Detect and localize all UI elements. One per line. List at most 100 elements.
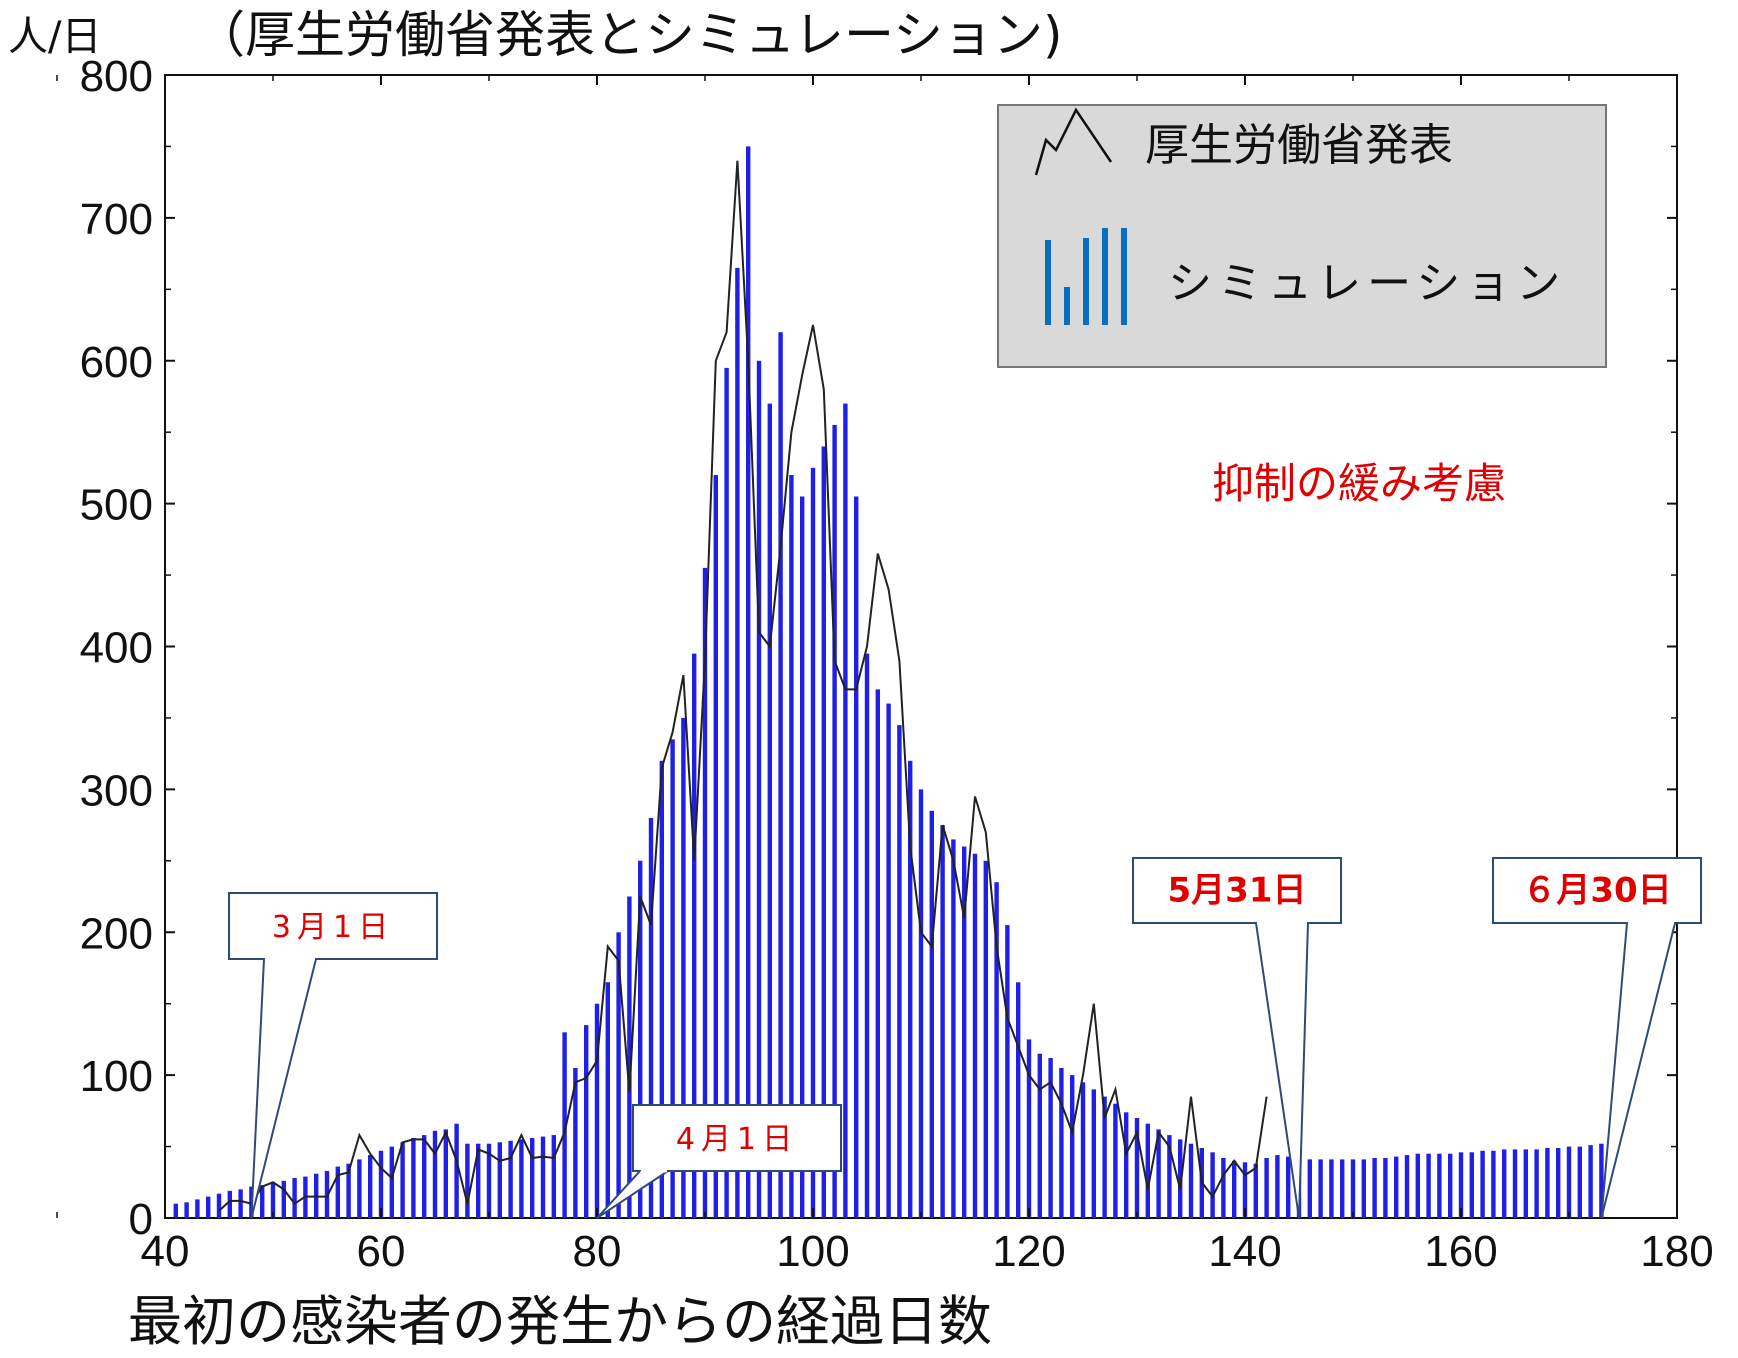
- bar: [184, 1202, 189, 1218]
- bar: [1253, 1163, 1258, 1218]
- bar: [789, 475, 794, 1218]
- bar: [1037, 1053, 1042, 1218]
- x-tick-label: 120: [992, 1227, 1065, 1276]
- bar: [1415, 1153, 1420, 1218]
- x-tick-label: 140: [1208, 1227, 1281, 1276]
- date-callout: 3月1日: [228, 892, 438, 1219]
- bar: [735, 267, 740, 1218]
- bar: [1242, 1162, 1248, 1218]
- bar: [1383, 1158, 1388, 1218]
- bar: [1005, 925, 1010, 1218]
- legend-line-icon: [1034, 107, 1113, 176]
- bar: [810, 467, 816, 1218]
- bar: [238, 1189, 243, 1218]
- bar: [357, 1159, 362, 1218]
- bar: [638, 860, 643, 1218]
- bar: [627, 896, 632, 1218]
- bar: [497, 1142, 502, 1218]
- callout-label: 3月1日: [272, 910, 394, 945]
- bar: [1091, 1089, 1096, 1218]
- bar: [908, 760, 913, 1218]
- bar: [551, 1135, 556, 1218]
- bar: [281, 1180, 286, 1218]
- bar: [800, 496, 805, 1218]
- bar: [1458, 1152, 1464, 1218]
- x-tick-label: 100: [776, 1227, 849, 1276]
- legend-line-label: 厚生労働省発表: [1145, 120, 1453, 171]
- bar: [1178, 1139, 1183, 1218]
- bar: [1080, 1082, 1086, 1218]
- bar: [1113, 1103, 1118, 1218]
- callout-box: [1492, 857, 1702, 924]
- bar: [1545, 1148, 1550, 1218]
- bar: [1275, 1155, 1280, 1218]
- annotation-note: 抑制の緩み考慮: [1212, 459, 1506, 508]
- bar: [519, 1139, 524, 1218]
- bar: [1512, 1149, 1518, 1218]
- bar: [1318, 1159, 1323, 1218]
- bar: [1221, 1158, 1226, 1218]
- bar: [962, 846, 967, 1218]
- bar: [1437, 1153, 1442, 1218]
- bar: [1059, 1068, 1064, 1218]
- callout-box: [1132, 857, 1342, 924]
- bar: [195, 1199, 200, 1218]
- bar: [994, 882, 999, 1218]
- x-tick-label: 80: [573, 1227, 622, 1276]
- bar: [1167, 1135, 1172, 1218]
- x-axis-label: 最初の感染者の発生からの経過日数: [128, 1290, 992, 1353]
- bar: [724, 367, 729, 1218]
- bar: [854, 496, 859, 1218]
- bar: [702, 567, 708, 1218]
- bar: [260, 1185, 265, 1218]
- bar: [1523, 1149, 1528, 1218]
- bar: [670, 739, 675, 1218]
- bar: [1340, 1159, 1345, 1218]
- bar: [1491, 1150, 1496, 1218]
- bar: [918, 789, 924, 1218]
- x-tick-label: 40: [141, 1227, 190, 1276]
- bar: [864, 653, 870, 1218]
- legend: 厚生労働省発表 シミュレーション: [997, 104, 1607, 368]
- bar: [292, 1178, 297, 1218]
- bar: [746, 146, 751, 1218]
- bar: [270, 1182, 276, 1218]
- bar: [843, 403, 848, 1219]
- date-callouts: 3月1日 4月1日 5月31日 ６月30日: [228, 857, 1702, 1219]
- bar: [983, 860, 988, 1218]
- callout-pointer: [1600, 922, 1676, 1219]
- x-tick-label: 160: [1424, 1227, 1497, 1276]
- series-line: [218, 160, 1268, 1212]
- bar: [432, 1130, 438, 1218]
- bar: [1448, 1153, 1453, 1218]
- y-tick-label: 200: [80, 909, 153, 958]
- bar: [573, 1068, 578, 1218]
- callout-label: 4月1日: [676, 1122, 798, 1157]
- y-tick-label: 600: [80, 338, 153, 387]
- y-unit-label: 人/日: [8, 14, 101, 60]
- date-callout: ６月30日: [1492, 857, 1702, 1219]
- bar: [1134, 1118, 1140, 1218]
- callout-box: [228, 892, 438, 960]
- bar: [713, 475, 718, 1218]
- bar: [1102, 1096, 1107, 1218]
- bar: [1394, 1156, 1399, 1218]
- bar: [1124, 1112, 1129, 1218]
- bar: [1210, 1152, 1215, 1218]
- bar: [1016, 982, 1021, 1218]
- bar: [173, 1203, 178, 1218]
- bar: [821, 446, 826, 1218]
- legend-bars-icon: [1045, 228, 1127, 325]
- bar: [216, 1193, 222, 1218]
- bar: [443, 1129, 448, 1218]
- bar: [346, 1163, 351, 1218]
- chart-title: （厚生労働省発表とシミュレーション): [195, 6, 1063, 64]
- bar: [897, 725, 902, 1218]
- bar: [378, 1150, 384, 1218]
- date-callout: 5月31日: [1132, 857, 1342, 1219]
- bar: [1264, 1158, 1269, 1218]
- y-tick-label: 100: [80, 1052, 153, 1101]
- bar: [1286, 1156, 1291, 1218]
- bar: [411, 1138, 416, 1218]
- x-tick-label: 180: [1640, 1227, 1713, 1276]
